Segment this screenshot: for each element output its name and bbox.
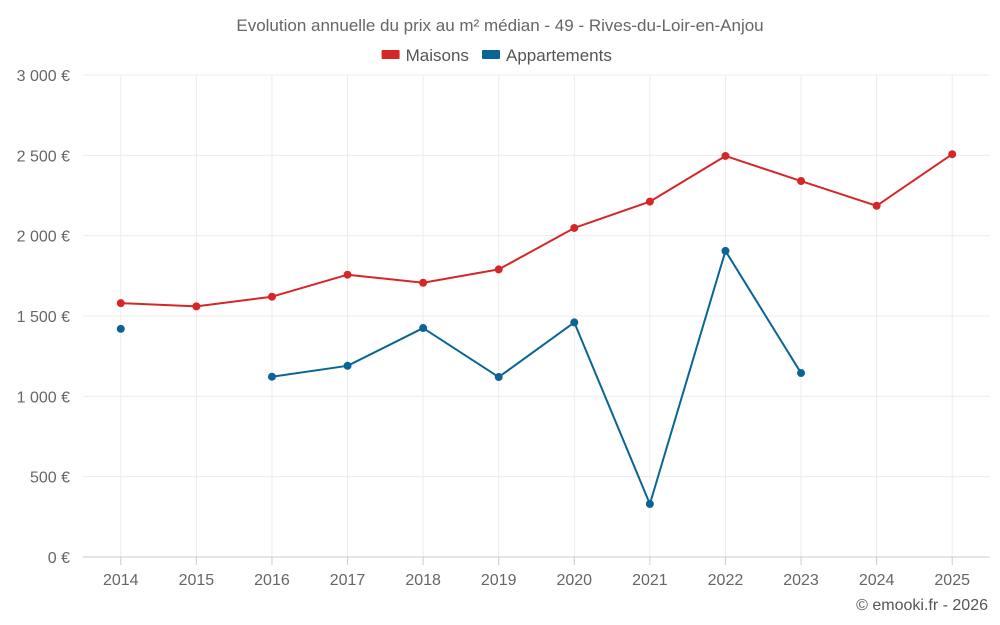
axes: 0 € 500 € 1 000 € 1 500 € 2 000 € 2 500 € 3 00… (17, 68, 990, 589)
legend-swatch (482, 50, 500, 59)
data-point-maisons[interactable] (721, 151, 730, 160)
y-tick-label: 2 000 € (17, 229, 70, 246)
x-tick-label: 2020 (556, 572, 592, 589)
y-tick-label: 1 000 € (17, 389, 70, 406)
data-point-appartements[interactable] (419, 324, 428, 333)
y-tick-label: 2 500 € (17, 148, 70, 165)
x-tick-label: 2014 (103, 572, 139, 589)
series-line-appartements (271, 249, 802, 505)
x-tick-label: 2024 (859, 572, 895, 589)
data-point-maisons[interactable] (116, 299, 125, 308)
y-tick-label: 0 € (48, 550, 70, 567)
legend-item-appartements[interactable]: Appartements (482, 46, 612, 65)
data-point-maisons[interactable] (192, 302, 201, 311)
data-point-maisons[interactable] (267, 292, 276, 301)
data-point-maisons[interactable] (948, 150, 957, 159)
x-tick-label: 2019 (481, 572, 517, 589)
data-point-appartements[interactable] (343, 361, 352, 370)
x-tick-label: 2016 (254, 572, 290, 589)
data-point-appartements[interactable] (494, 373, 503, 382)
grid (83, 74, 990, 557)
legend-label: Appartements (506, 46, 612, 65)
data-point-maisons[interactable] (419, 278, 428, 287)
chart-title: Evolution annuelle du prix au m² médian … (236, 16, 763, 35)
x-tick-label: 2018 (405, 572, 441, 589)
x-tick-label: 2017 (330, 572, 366, 589)
x-tick-label: 2015 (179, 572, 215, 589)
data-point-maisons[interactable] (797, 177, 806, 186)
series-maisons (116, 150, 957, 311)
legend-item-maisons[interactable]: Maisons (381, 46, 469, 65)
data-point-maisons[interactable] (872, 201, 881, 210)
legend-swatch (381, 50, 400, 59)
y-tick-label: 3 000 € (17, 68, 70, 85)
data-point-appartements[interactable] (645, 499, 654, 508)
data-point-appartements[interactable] (267, 372, 276, 381)
x-tick-label: 2022 (708, 572, 744, 589)
data-point-maisons[interactable] (343, 270, 352, 279)
series-appartements (116, 246, 806, 508)
series-line-maisons (120, 153, 953, 308)
series-group (116, 150, 957, 508)
data-point-maisons[interactable] (570, 223, 579, 232)
data-point-appartements[interactable] (797, 369, 806, 378)
x-tick-label: 2025 (934, 572, 970, 589)
y-tick-label: 1 500 € (17, 309, 70, 326)
legend-label: Maisons (406, 46, 469, 65)
x-tick-label: 2023 (783, 572, 819, 589)
data-point-appartements[interactable] (116, 324, 125, 333)
data-point-appartements[interactable] (570, 318, 579, 327)
data-point-appartements[interactable] (721, 246, 730, 255)
legend: Maisons Appartements (381, 46, 612, 65)
data-point-maisons[interactable] (494, 265, 503, 274)
y-tick-label: 500 € (30, 470, 70, 487)
credit-text: © emooki.fr - 2026 (856, 597, 988, 614)
x-tick-label: 2021 (632, 572, 668, 589)
data-point-maisons[interactable] (645, 197, 654, 206)
